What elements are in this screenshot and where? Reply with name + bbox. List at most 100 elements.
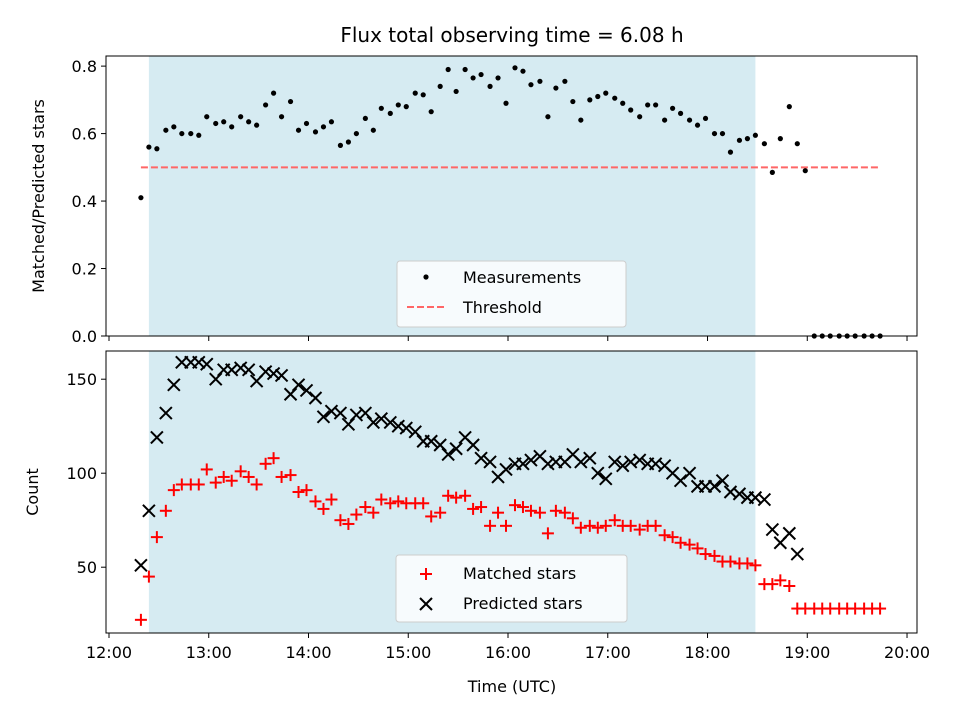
predicted-star-point — [266, 366, 281, 381]
measurement-point — [278, 114, 285, 120]
matched-star-point — [334, 514, 347, 527]
measurement-point — [238, 114, 244, 120]
measurement-point — [270, 90, 277, 96]
matched-star-point — [666, 531, 679, 544]
predicted-star-point — [399, 421, 413, 435]
predicted-star-point — [516, 457, 530, 471]
measurement-point — [711, 130, 718, 137]
matched-star-point — [442, 489, 455, 502]
measurement-point — [686, 117, 693, 123]
matched-star-point — [624, 519, 637, 532]
matched-star-point — [259, 457, 272, 470]
matched-star-point — [724, 555, 737, 568]
measurement-point — [328, 119, 335, 125]
x-axis-label: Time (UTC) — [467, 677, 556, 696]
matched-star-point — [500, 519, 513, 532]
measurement-point — [470, 75, 476, 81]
matched-star-point — [384, 497, 397, 510]
measurement-point — [637, 114, 643, 120]
measurement-point — [229, 124, 235, 130]
measurement-point — [154, 146, 160, 152]
matched-star-point — [459, 489, 472, 502]
predicted-star-point — [374, 411, 389, 426]
measurement-point — [420, 92, 426, 98]
bottom-y-axis-label: Count — [23, 468, 42, 516]
matched-star-point — [749, 559, 762, 572]
predicted-star-point — [707, 479, 722, 494]
matched-star-point — [608, 514, 621, 527]
matched-star-point — [434, 506, 447, 519]
measurement-point — [254, 122, 260, 128]
measurement-point — [196, 132, 202, 138]
measurement-point — [345, 139, 352, 145]
measurement-point — [545, 114, 551, 120]
matched-star-point — [783, 580, 796, 592]
measurement-point — [503, 100, 509, 106]
matched-star-point — [658, 529, 671, 542]
x-tick-label: 14:00 — [285, 643, 331, 662]
x-tick-label: 16:00 — [485, 643, 531, 662]
predicted-star-point — [499, 462, 513, 477]
predicted-star-point — [299, 383, 314, 398]
predicted-star-point — [466, 438, 480, 452]
matched-star-point — [150, 531, 163, 544]
y-tick-label: 50 — [77, 558, 97, 577]
predicted-star-point — [616, 458, 630, 473]
measurement-point — [221, 119, 227, 125]
matched-star-point — [142, 570, 155, 583]
matched-star-point — [192, 478, 205, 491]
measurement-point — [612, 95, 618, 101]
measurement-point — [171, 124, 177, 130]
matched-star-point — [292, 486, 305, 498]
matched-star-point — [583, 519, 596, 532]
matched-star-point — [392, 495, 405, 508]
predicted-star-point — [291, 378, 306, 392]
matched-star-point — [633, 523, 646, 536]
matched-star-point — [342, 517, 355, 530]
predicted-star-point — [757, 492, 772, 507]
predicted-star-point — [474, 451, 488, 465]
measurement-point — [163, 127, 169, 133]
measurement-point — [312, 129, 319, 135]
predicted-star-point — [608, 455, 622, 469]
matched-star-point — [417, 497, 430, 510]
measurement-point — [777, 136, 783, 142]
measurement-point — [670, 105, 676, 111]
matched-star-point — [524, 504, 537, 517]
measurement-point — [662, 117, 668, 123]
legend-predicted-label: Predicted stars — [463, 594, 583, 613]
measurement-point — [138, 195, 144, 201]
measurement-point — [179, 130, 185, 137]
matched-star-point — [766, 578, 779, 591]
predicted-star-point — [541, 457, 555, 471]
measurement-point — [370, 127, 376, 133]
matched-star-point — [549, 504, 562, 517]
measurement-point — [263, 102, 269, 108]
top-x-ticks — [108, 336, 908, 341]
measurement-point — [395, 102, 401, 108]
matched-star-point — [267, 452, 280, 465]
measurement-point — [412, 90, 418, 96]
predicted-star-point — [358, 406, 373, 420]
matched-star-point — [558, 506, 571, 519]
matched-star-point — [134, 613, 147, 626]
matched-star-point — [325, 493, 338, 506]
predicted-star-point — [782, 526, 797, 541]
top-legend-box — [396, 260, 627, 328]
measurement-point — [337, 142, 344, 148]
measurement-point — [353, 130, 359, 137]
legend-measurements-label: Measurements — [463, 268, 581, 287]
measurement-point — [445, 66, 451, 73]
measurement-point — [587, 97, 593, 103]
legend-matched-marker — [420, 568, 432, 580]
predicted-star-point — [241, 363, 256, 377]
predicted-star-point — [449, 442, 463, 456]
predicted-star-point — [233, 361, 248, 375]
matched-star-point — [167, 484, 180, 497]
predicted-star-point — [383, 415, 398, 430]
matched-star-point — [309, 495, 322, 508]
bottom-x-ticks: 12:00 13:00 14:00 15:00 16:00 17:00 18:00 19:00… — [86, 633, 930, 662]
measurement-point — [595, 93, 601, 100]
y-tick-label: 150 — [66, 370, 97, 389]
legend-predicted-marker — [419, 597, 433, 611]
